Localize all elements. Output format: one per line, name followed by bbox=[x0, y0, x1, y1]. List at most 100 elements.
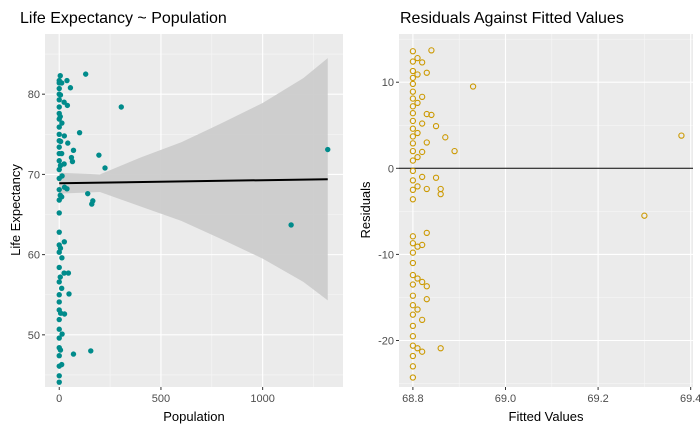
right-data-point bbox=[409, 233, 417, 240]
left-x-tick-label: 1000 bbox=[250, 393, 274, 405]
left-confidence-band-layer bbox=[59, 58, 328, 301]
right-data-point bbox=[451, 147, 458, 155]
right-data-point bbox=[409, 292, 417, 299]
left-x-tick-label: 500 bbox=[152, 393, 170, 405]
right-data-point bbox=[409, 67, 417, 75]
right-data-point bbox=[641, 212, 648, 219]
left-chart-title: Life Expectancy ~ Population bbox=[20, 10, 227, 27]
right-data-point bbox=[409, 147, 417, 155]
left-data-point bbox=[58, 150, 65, 157]
left-data-point bbox=[64, 77, 70, 84]
left-data-point bbox=[64, 102, 71, 109]
left-data-point bbox=[56, 85, 62, 92]
right-data-point bbox=[414, 183, 421, 190]
right-data-point bbox=[409, 80, 417, 88]
left-data-point bbox=[118, 104, 124, 110]
right-data-point bbox=[414, 71, 421, 78]
right-data-point bbox=[414, 306, 421, 313]
right-data-point bbox=[428, 111, 435, 119]
left-data-point bbox=[56, 326, 62, 332]
right-data-point bbox=[409, 249, 417, 256]
left-data-point bbox=[64, 186, 70, 192]
left-data-point bbox=[56, 292, 62, 298]
left-data-point bbox=[76, 129, 83, 136]
right-data-point bbox=[414, 275, 421, 282]
left-data-point bbox=[66, 291, 72, 297]
left-data-point bbox=[59, 120, 65, 126]
left-data-point bbox=[90, 198, 96, 204]
left-y-tick-label: 70 bbox=[28, 169, 40, 181]
right-data-point bbox=[409, 117, 417, 125]
right-data-point bbox=[409, 95, 417, 102]
left-data-point bbox=[56, 97, 62, 103]
left-data-point bbox=[57, 113, 63, 120]
right-data-point bbox=[418, 93, 426, 101]
right-data-point bbox=[409, 271, 417, 279]
left-y-axis-label: Life Expectancy bbox=[8, 164, 23, 256]
right-data-point bbox=[409, 374, 417, 381]
left-points bbox=[56, 71, 331, 385]
left-data-point bbox=[56, 353, 62, 359]
right-x-tick-label: 68.8 bbox=[402, 393, 423, 405]
left-data-point bbox=[57, 274, 63, 280]
right-data-point bbox=[409, 177, 417, 184]
right-data-point bbox=[423, 69, 430, 76]
right-y-tick-label: 0 bbox=[388, 163, 394, 175]
left-data-point bbox=[61, 161, 67, 167]
right-data-point bbox=[409, 259, 417, 267]
left-y-tick-label: 50 bbox=[28, 330, 40, 342]
left-data-point bbox=[56, 186, 62, 193]
right-data-point bbox=[678, 132, 685, 139]
right-data-point bbox=[428, 47, 435, 54]
left-data-point bbox=[61, 133, 68, 139]
right-data-point bbox=[437, 190, 444, 198]
right-data-point bbox=[409, 103, 417, 110]
right-chart: Residuals Against Fitted Values 68.8 69.0… bbox=[358, 10, 700, 424]
right-y-tick-label: -10 bbox=[378, 249, 394, 261]
left-data-point bbox=[65, 140, 71, 146]
right-data-point bbox=[409, 363, 417, 370]
right-data-point bbox=[414, 153, 421, 161]
left-data-point bbox=[70, 147, 77, 154]
left-data-point bbox=[59, 331, 65, 337]
right-data-point bbox=[409, 342, 417, 349]
left-data-point bbox=[56, 335, 62, 341]
right-x-tick-label: 69.2 bbox=[587, 393, 608, 405]
right-data-point bbox=[409, 311, 417, 318]
left-data-point bbox=[65, 270, 72, 276]
right-data-point bbox=[409, 140, 417, 147]
left-data-point bbox=[56, 210, 62, 216]
right-data-point bbox=[414, 129, 421, 137]
right-data-point bbox=[409, 186, 417, 193]
right-data-point bbox=[418, 120, 426, 127]
right-chart-title: Residuals Against Fitted Values bbox=[400, 10, 624, 27]
left-y-axis-ticks: 50 60 70 80 bbox=[28, 89, 45, 342]
right-data-point bbox=[409, 125, 417, 132]
right-data-point bbox=[418, 148, 426, 156]
left-data-point bbox=[102, 165, 108, 171]
right-data-point bbox=[409, 281, 417, 288]
left-data-point bbox=[57, 73, 63, 79]
left-data-point bbox=[96, 152, 102, 158]
left-fit-line bbox=[59, 178, 328, 185]
right-data-point bbox=[409, 110, 417, 117]
left-data-point bbox=[59, 255, 65, 261]
right-data-point bbox=[409, 88, 417, 95]
left-y-tick-label: 60 bbox=[28, 250, 40, 262]
right-y-axis-ticks: -20 -10 0 10 bbox=[378, 77, 399, 348]
right-data-point bbox=[409, 333, 417, 340]
right-data-point bbox=[409, 196, 417, 203]
left-data-point bbox=[57, 138, 64, 145]
left-data-point bbox=[61, 239, 68, 245]
right-data-point bbox=[423, 229, 430, 237]
right-data-point bbox=[409, 58, 417, 65]
left-data-point bbox=[61, 270, 67, 276]
right-data-point bbox=[409, 48, 417, 55]
right-x-axis-label: Fitted Values bbox=[509, 409, 584, 424]
left-data-point bbox=[57, 92, 64, 98]
left-data-point bbox=[325, 146, 331, 153]
right-data-point bbox=[469, 83, 477, 90]
left-data-point bbox=[57, 245, 64, 251]
left-y-tick-label: 80 bbox=[28, 89, 40, 101]
